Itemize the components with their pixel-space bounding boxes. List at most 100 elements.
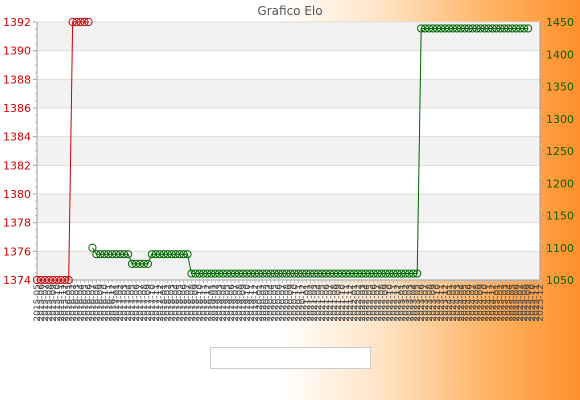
data-point — [238, 269, 248, 278]
x-tick-label: 2017-09 — [144, 284, 154, 322]
x-tick-label: 2025-02 — [496, 284, 506, 322]
data-point — [60, 275, 69, 285]
x-tick-label: 2024-12 — [488, 284, 498, 322]
x-tick-label: 2020-05 — [271, 284, 281, 322]
data-point — [345, 269, 354, 278]
left-tick-label: 1388 — [3, 73, 31, 86]
x-tick-label: 2023-11 — [437, 284, 447, 322]
data-point — [226, 269, 236, 278]
x-tick-label: 2016-08 — [92, 284, 102, 322]
x-tick-label: 2016-05 — [81, 284, 91, 322]
data-point — [361, 269, 370, 278]
data-point — [104, 250, 113, 259]
right-tick-label: 1200 — [546, 177, 574, 190]
x-tick-label: 2023-12 — [441, 284, 451, 322]
right-tick-label: 1150 — [546, 210, 574, 223]
x-tick-label: 2015-06 — [37, 284, 47, 322]
x-tick-label: 2022-10 — [385, 284, 395, 322]
data-point — [524, 24, 533, 33]
data-point — [369, 269, 378, 278]
data-point — [516, 24, 525, 33]
x-tick-label: 2017-01 — [112, 284, 122, 322]
right-tick-label: 1300 — [546, 113, 574, 126]
x-tick-label: 2024-08 — [473, 284, 483, 322]
data-point — [278, 269, 287, 278]
x-tick-label: 2021-05 — [318, 284, 328, 322]
data-point — [508, 24, 517, 33]
data-point — [151, 250, 160, 259]
data-point — [246, 269, 255, 278]
data-point — [290, 269, 299, 278]
x-tick-label: 2025-10 — [528, 284, 538, 322]
data-point — [123, 250, 133, 259]
x-tick-label: 2018-10 — [195, 284, 205, 322]
x-tick-label: 2015-07 — [41, 284, 51, 322]
data-point — [365, 269, 374, 278]
x-tick-label: 2021-03 — [310, 284, 320, 322]
data-point — [421, 24, 430, 33]
chart-legend — [210, 347, 371, 369]
x-tick-label: 2018-03 — [168, 284, 178, 322]
x-tick-label: 2021-09 — [334, 284, 344, 322]
data-point — [52, 275, 61, 285]
data-point — [48, 275, 57, 285]
x-tick-label: 2020-11 — [294, 284, 304, 322]
x-tick-label: 2020-12 — [298, 284, 308, 322]
data-point — [385, 269, 394, 278]
left-tick-label: 1386 — [3, 102, 31, 115]
x-tick-label: 2022-09 — [382, 284, 392, 322]
x-tick-label: 2025-08 — [520, 284, 530, 322]
data-point — [440, 24, 450, 33]
x-tick-label: 2020-07 — [279, 284, 289, 322]
data-point — [230, 269, 240, 278]
x-tick-label: 2018-04 — [172, 284, 182, 322]
data-point — [520, 24, 529, 33]
grid-band — [37, 22, 540, 51]
x-tick-label: 2017-11 — [152, 284, 162, 322]
x-tick-label: 2019-03 — [215, 284, 225, 322]
data-point — [163, 250, 172, 259]
data-point — [484, 24, 493, 33]
right-tick-label: 1450 — [546, 16, 574, 29]
data-point — [40, 275, 50, 285]
x-tick-label: 2019-01 — [207, 284, 217, 322]
data-point — [191, 269, 200, 278]
x-tick-label: 2023-03 — [405, 284, 415, 322]
x-tick-label: 2018-11 — [199, 284, 209, 322]
data-point — [456, 24, 465, 33]
x-tick-label: 2019-04 — [219, 284, 229, 322]
x-tick-label: 2025-11 — [532, 284, 542, 322]
data-point — [171, 250, 180, 259]
x-tick-label: 2023-10 — [433, 284, 443, 322]
data-point — [349, 269, 358, 278]
x-tick-label: 2017-08 — [140, 284, 150, 322]
data-point — [116, 250, 125, 259]
x-tick-label: 2025-06 — [512, 284, 522, 322]
right-tick-label: 1250 — [546, 145, 574, 158]
data-point — [223, 269, 232, 278]
x-tick-label: 2018-08 — [187, 284, 197, 322]
data-point — [195, 269, 204, 278]
x-tick-label: 2020-03 — [263, 284, 273, 322]
data-point — [325, 269, 335, 278]
data-point — [496, 24, 505, 33]
x-tick-label: 2016-11 — [104, 284, 114, 322]
x-tick-label: 2020-10 — [290, 284, 300, 322]
x-tick-label: 2022-08 — [378, 284, 388, 322]
x-tick-label: 2017-06 — [132, 284, 142, 322]
x-tick-label: 2025-12 — [536, 284, 546, 322]
data-point — [207, 269, 216, 278]
left-tick-label: 1378 — [3, 217, 31, 230]
x-tick-label: 2017-07 — [136, 284, 146, 322]
data-point — [310, 269, 319, 278]
x-tick-label: 2019-07 — [231, 284, 241, 322]
data-point — [76, 17, 85, 27]
data-point — [258, 269, 267, 278]
data-point — [234, 269, 244, 278]
left-tick-label: 1382 — [3, 159, 31, 172]
x-tick-label: 2022-03 — [358, 284, 368, 322]
x-tick-label: 2024-09 — [477, 284, 487, 322]
x-tick-label: 2023-04 — [409, 284, 419, 322]
data-point — [254, 269, 263, 278]
data-point — [274, 269, 283, 278]
